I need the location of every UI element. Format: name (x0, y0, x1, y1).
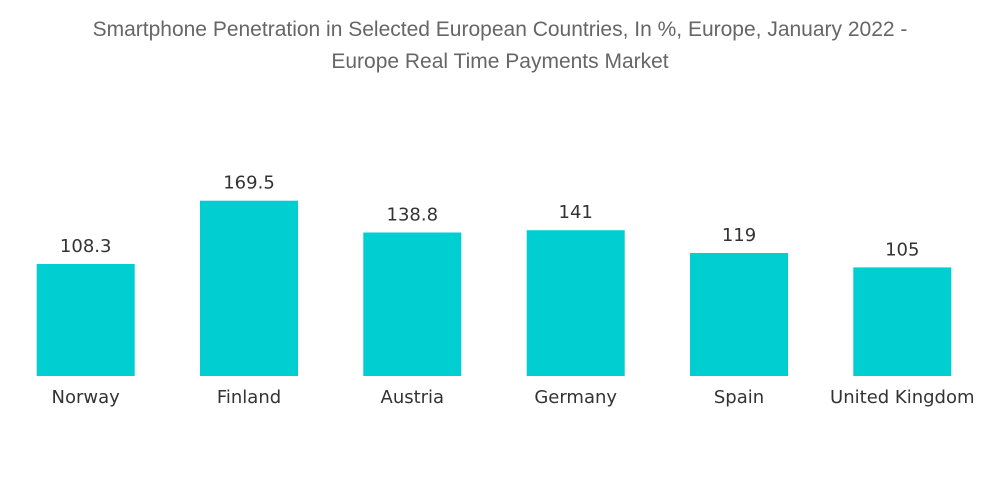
value-label-finland: 169.5 (223, 173, 275, 194)
bar-finland (200, 200, 298, 376)
value-label-united-kingdom: 105 (885, 239, 919, 260)
bar-norway (36, 264, 135, 376)
chart-title-line-1: Smartphone Penetration in Selected Europ… (92, 18, 908, 41)
value-label-norway: 108.3 (60, 236, 112, 257)
bars-group (36, 200, 952, 376)
x-tick-label-germany: Germany (534, 387, 617, 408)
value-label-spain: 119 (722, 225, 756, 246)
x-tick-label-austria: Austria (381, 387, 445, 408)
chart-title-line-2: Europe Real Time Payments Market (331, 50, 669, 73)
x-tick-label-spain: Spain (714, 387, 764, 408)
value-label-austria: 138.8 (387, 205, 439, 226)
value-labels-group: 108.3 169.5 138.8 141 119 105 (60, 173, 920, 261)
bar-spain (690, 253, 788, 376)
bar-germany (526, 230, 625, 376)
bar-austria (363, 232, 462, 376)
x-tick-label-norway: Norway (52, 387, 121, 408)
x-tick-label-finland: Finland (217, 387, 281, 408)
value-label-germany: 141 (559, 202, 593, 223)
bar-united-kingdom (853, 267, 952, 376)
x-tick-label-united-kingdom: United Kingdom (830, 387, 974, 408)
x-axis-tick-labels: Norway Finland Austria Germany Spain United K… (52, 387, 975, 408)
chart-title: Smartphone Penetration in Selected Europ… (0, 14, 1000, 78)
